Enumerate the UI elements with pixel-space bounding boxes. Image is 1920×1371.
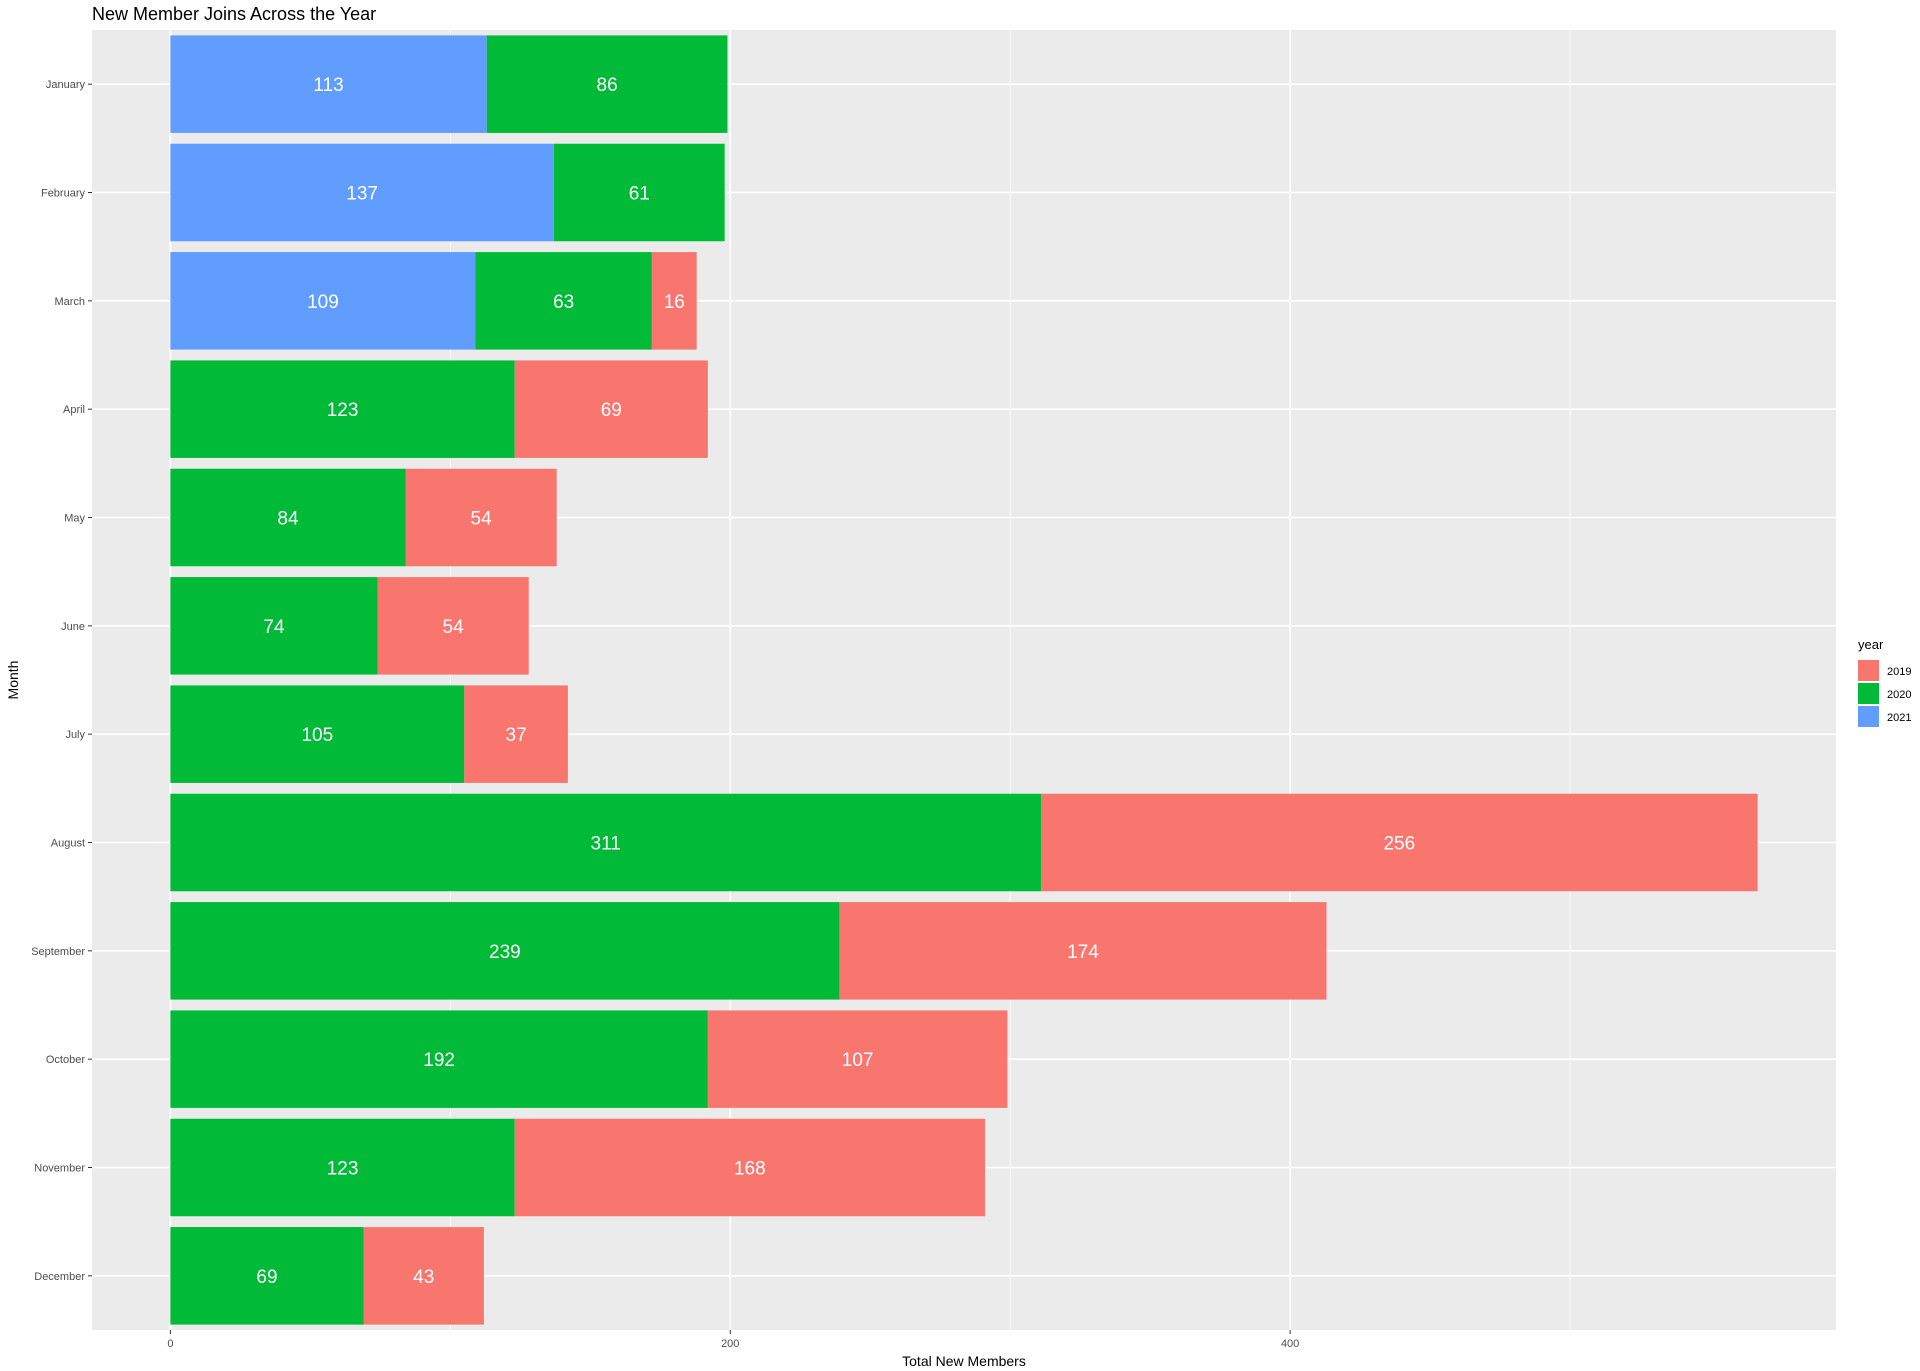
bar-value-label: 256 — [1383, 834, 1415, 855]
bar-value-label: 61 — [629, 184, 650, 205]
bar-value-label: 54 — [471, 509, 493, 530]
bar-november-2020 — [170, 1118, 515, 1217]
bar-june-2019 — [377, 577, 529, 675]
bar-august-2019 — [1040, 793, 1758, 892]
bar-value-label: 105 — [301, 725, 333, 746]
y-tick-label: June — [61, 621, 85, 633]
legend-label: 2019 — [1887, 666, 1911, 678]
y-tick-label: October — [46, 1054, 85, 1066]
bar-april-2019 — [514, 360, 708, 458]
y-tick-label: February — [41, 188, 86, 200]
bar-june-2020 — [170, 577, 378, 675]
bar-december-2019 — [363, 1227, 484, 1325]
legend-key-2019 — [1858, 660, 1879, 681]
y-tick-label: November — [34, 1163, 85, 1175]
legend-key-2020 — [1858, 683, 1879, 704]
bar-november-2019 — [514, 1118, 985, 1217]
legend-label: 2020 — [1887, 689, 1911, 701]
bar-march-2019 — [651, 252, 697, 350]
bar-value-label: 168 — [734, 1159, 766, 1180]
bar-may-2019 — [405, 468, 557, 567]
y-tick-label: December — [34, 1271, 85, 1283]
bar-september-2020 — [170, 902, 840, 1000]
bar-value-label: 69 — [601, 400, 622, 421]
x-tick-label: 400 — [1281, 1338, 1299, 1350]
y-tick-label: May — [64, 513, 85, 525]
chart-title: New Member Joins Across the Year — [92, 4, 376, 24]
bar-value-label: 137 — [346, 184, 378, 205]
bar-value-label: 192 — [423, 1050, 455, 1071]
x-tick-label: 0 — [167, 1338, 173, 1350]
bar-value-label: 311 — [591, 834, 621, 855]
legend: year 2019 2020 2021 — [1858, 637, 1911, 727]
bar-october-2020 — [170, 1010, 708, 1108]
y-tick-label: March — [54, 296, 85, 308]
bar-value-label: 113 — [313, 75, 343, 96]
legend-key-2021 — [1858, 706, 1879, 727]
legend-label: 2021 — [1887, 712, 1911, 724]
x-axis: 0 200 400 — [167, 1330, 1299, 1350]
bar-value-label: 86 — [597, 75, 618, 96]
bar-value-label: 69 — [256, 1267, 277, 1288]
bar-value-label: 16 — [664, 292, 685, 313]
bar-april-2020 — [170, 360, 515, 458]
y-tick-label: July — [65, 729, 85, 741]
x-tick-label: 200 — [721, 1338, 739, 1350]
bar-value-label: 74 — [263, 617, 285, 638]
bar-may-2020 — [170, 468, 406, 567]
bar-value-label: 43 — [413, 1267, 434, 1288]
bar-january-2020 — [486, 35, 728, 133]
bar-september-2019 — [839, 902, 1327, 1000]
bar-value-label: 174 — [1067, 942, 1099, 963]
bar-value-label: 239 — [489, 942, 521, 963]
y-tick-label: September — [31, 946, 85, 958]
legend-title: year — [1858, 637, 1884, 652]
y-axis: January February March April May June July Augu… — [31, 79, 92, 1283]
bar-october-2019 — [707, 1010, 1008, 1108]
y-axis-title: Month — [5, 661, 21, 700]
bar-july-2020 — [170, 685, 465, 783]
bar-value-label: 123 — [327, 1159, 359, 1180]
bar-value-label: 107 — [842, 1050, 874, 1071]
bar-march-2020 — [475, 252, 652, 350]
bar-march-2021 — [170, 252, 476, 350]
bar-value-label: 37 — [506, 725, 527, 746]
bar-value-label: 84 — [277, 509, 299, 530]
bar-december-2020 — [170, 1227, 364, 1325]
bar-july-2019 — [464, 685, 568, 783]
y-tick-label: January — [46, 79, 86, 91]
bar-value-label: 63 — [553, 292, 574, 313]
bar-february-2020 — [553, 143, 725, 242]
bar-value-label: 123 — [327, 400, 359, 421]
x-axis-title: Total New Members — [902, 1353, 1026, 1369]
y-tick-label: April — [63, 404, 85, 416]
bar-value-label: 54 — [443, 617, 465, 638]
bar-february-2021 — [170, 143, 554, 242]
bars-layer: 113 86 137 61 109 63 16 123 69 84 54 74 54 105 37 311 25… — [170, 35, 1758, 1325]
y-tick-label: August — [51, 838, 85, 850]
minor-gridlines — [449, 30, 1571, 1330]
plot-panel — [92, 30, 1836, 1330]
bar-value-label: 109 — [307, 292, 339, 313]
bar-august-2020 — [170, 793, 1041, 892]
bar-january-2021 — [170, 35, 487, 133]
